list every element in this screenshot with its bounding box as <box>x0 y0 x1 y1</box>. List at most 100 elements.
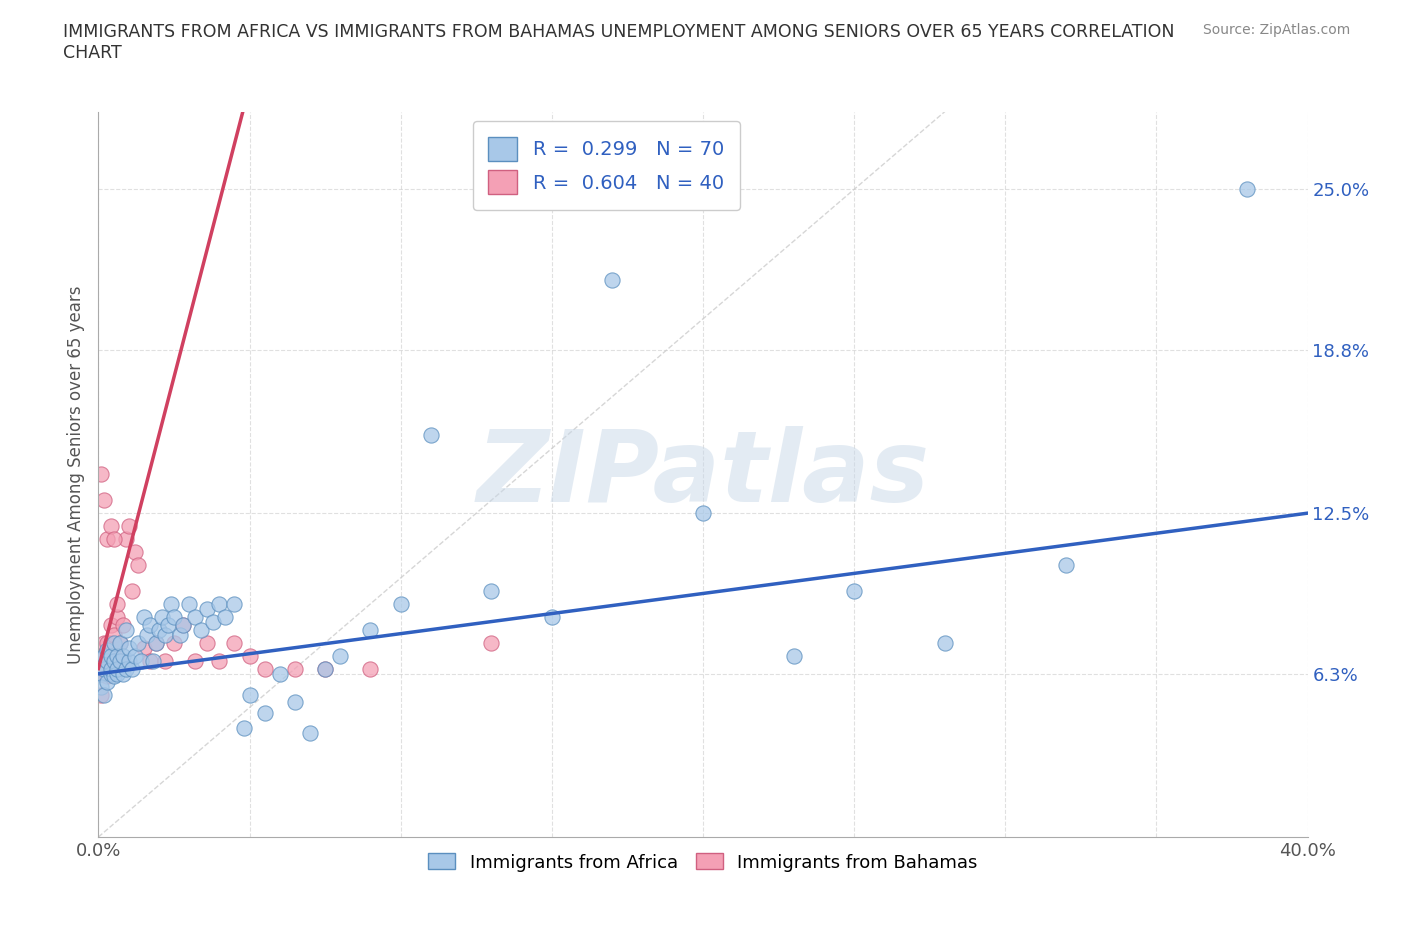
Point <box>127 558 149 573</box>
Point <box>111 648 134 663</box>
Point <box>844 583 866 598</box>
Point <box>96 669 118 684</box>
Point <box>93 661 115 676</box>
Point <box>163 609 186 624</box>
Point <box>111 667 134 682</box>
Point <box>100 618 122 632</box>
Point <box>314 661 336 676</box>
Point <box>481 583 503 598</box>
Point <box>90 667 112 682</box>
Point <box>142 654 165 669</box>
Point <box>195 602 218 617</box>
Point <box>195 635 218 650</box>
Point <box>96 635 118 650</box>
Point <box>124 648 146 663</box>
Point <box>93 661 115 676</box>
Point <box>108 635 131 650</box>
Point <box>105 667 128 682</box>
Point <box>108 654 131 669</box>
Text: ZIPatlas: ZIPatlas <box>477 426 929 523</box>
Point <box>163 635 186 650</box>
Legend: Immigrants from Africa, Immigrants from Bahamas: Immigrants from Africa, Immigrants from … <box>420 846 986 879</box>
Point <box>172 618 194 632</box>
Point <box>96 654 118 669</box>
Point <box>103 669 125 684</box>
Point <box>93 648 115 663</box>
Point <box>103 628 125 643</box>
Point <box>145 635 167 650</box>
Point <box>90 467 112 482</box>
Point <box>90 679 112 694</box>
Point <box>153 654 176 669</box>
Point <box>150 609 173 624</box>
Point <box>184 609 207 624</box>
Point <box>103 654 125 669</box>
Point <box>96 643 118 658</box>
Point <box>111 618 134 632</box>
Text: IMMIGRANTS FROM AFRICA VS IMMIGRANTS FROM BAHAMAS UNEMPLOYMENT AMONG SENIORS OVE: IMMIGRANTS FROM AFRICA VS IMMIGRANTS FRO… <box>63 23 1175 62</box>
Point <box>114 661 136 676</box>
Point <box>232 721 254 736</box>
Point <box>127 635 149 650</box>
Point <box>103 648 125 663</box>
Point <box>179 596 201 611</box>
Point <box>96 674 118 689</box>
Point <box>139 654 162 669</box>
Point <box>93 648 115 663</box>
Point <box>118 654 141 669</box>
Point <box>114 622 136 637</box>
Point <box>239 648 262 663</box>
Point <box>100 635 122 650</box>
Point <box>124 545 146 560</box>
Point <box>121 583 143 598</box>
Point <box>90 648 112 663</box>
Point <box>314 661 336 676</box>
Point <box>169 628 191 643</box>
Point <box>105 609 128 624</box>
Point <box>90 667 112 682</box>
Point <box>360 622 382 637</box>
Point <box>105 661 128 676</box>
Point <box>100 667 122 682</box>
Point <box>114 532 136 547</box>
Point <box>269 667 291 682</box>
Point <box>105 648 128 663</box>
Point <box>692 506 714 521</box>
Point <box>103 635 125 650</box>
Point <box>139 618 162 632</box>
Point <box>481 635 503 650</box>
Point <box>190 622 212 637</box>
Point <box>1054 558 1077 573</box>
Point <box>96 654 118 669</box>
Point <box>540 609 562 624</box>
Point <box>602 272 624 287</box>
Point <box>100 648 122 663</box>
Point <box>172 618 194 632</box>
Point <box>208 654 231 669</box>
Point <box>239 687 262 702</box>
Point <box>184 654 207 669</box>
Point <box>253 705 276 720</box>
Point <box>100 654 122 669</box>
Point <box>284 695 307 710</box>
Point <box>208 596 231 611</box>
Point <box>160 596 183 611</box>
Point <box>145 635 167 650</box>
Point <box>360 661 382 676</box>
Point <box>100 519 122 534</box>
Point <box>202 615 225 630</box>
Point <box>420 428 443 443</box>
Point <box>299 726 322 741</box>
Point <box>934 635 956 650</box>
Point <box>118 519 141 534</box>
Point <box>90 687 112 702</box>
Point <box>93 493 115 508</box>
Point <box>93 687 115 702</box>
Point <box>103 532 125 547</box>
Point <box>121 661 143 676</box>
Point <box>156 618 179 632</box>
Point <box>214 609 236 624</box>
Point <box>224 635 246 650</box>
Point <box>132 641 155 656</box>
Text: Source: ZipAtlas.com: Source: ZipAtlas.com <box>1202 23 1350 37</box>
